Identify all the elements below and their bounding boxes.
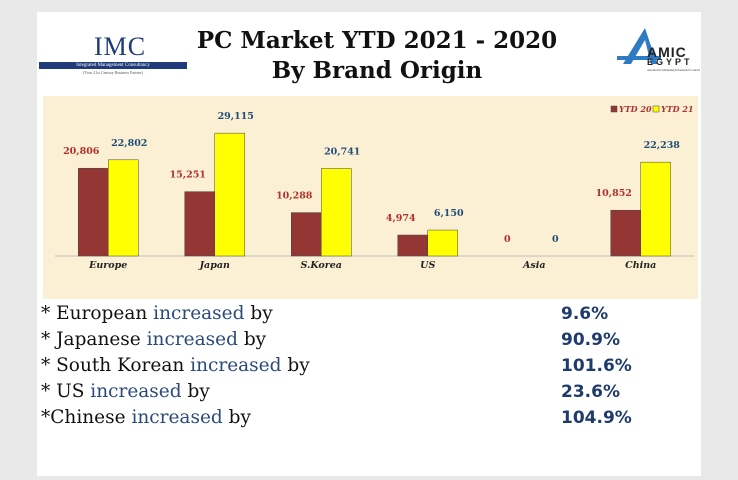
bar-ytd-21-us — [427, 229, 458, 257]
chart-panel: 20,806 22,802 Europe 15,251 29,115 Japan 10,28… — [43, 96, 698, 299]
stat-value: 9.6% — [561, 304, 609, 324]
stat-suffix: by — [181, 381, 210, 402]
amic-triangle-icon — [617, 28, 661, 64]
stat-prefix: * US — [41, 381, 91, 402]
data-label: 20,741 — [324, 146, 360, 157]
data-label: 29,115 — [218, 111, 254, 122]
stat-prefix: * South Korean — [41, 355, 191, 376]
stat-row: * US increased by 23.6% — [41, 379, 681, 405]
stat-row: * South Korean increased by 101.6% — [41, 353, 681, 379]
stat-prefix: * Japanese — [41, 329, 147, 350]
x-tick-label: US — [420, 260, 435, 271]
data-label: 0 — [552, 234, 559, 245]
bar-chart: 20,806 22,802 Europe 15,251 29,115 Japan 10,28… — [55, 104, 694, 271]
x-tick-label: Japan — [198, 260, 230, 271]
stat-suffix: by — [244, 303, 273, 324]
stat-label: * South Korean increased by — [41, 353, 310, 379]
data-label: 4,974 — [386, 213, 416, 224]
stat-suffix: by — [222, 407, 251, 428]
bar-ytd-20-skorea — [291, 212, 322, 257]
x-tick-label: S.Korea — [301, 260, 342, 271]
stat-value: 23.6% — [561, 382, 620, 402]
bar-ytd-20-europe — [78, 167, 109, 257]
stat-suffix: by — [237, 329, 267, 350]
stat-keyword: increased — [90, 381, 182, 402]
amic-logo: AMIC EGYPT Automotive Marketing Informat… — [617, 24, 703, 86]
imc-logo-name: IMC — [94, 32, 147, 61]
legend-swatch — [652, 105, 660, 113]
stat-value: 104.9% — [561, 408, 632, 428]
slide-title: PC Market YTD 2021 - 2020 By Brand Origi… — [187, 26, 567, 86]
slide: IMC Integrated Management Consultancy (Y… — [37, 12, 701, 476]
stat-value: 90.9% — [561, 330, 620, 350]
bar-ytd-20-japan — [184, 191, 215, 257]
stat-keyword: increased — [146, 329, 238, 350]
stat-label: * US increased by — [41, 379, 210, 405]
stat-row: * Japanese increased by 90.9% — [41, 327, 681, 353]
title-line-2: By Brand Origin — [271, 57, 483, 84]
stat-label: * Japanese increased by — [41, 327, 266, 353]
data-label: 22,238 — [644, 140, 681, 151]
legend-label: YTD 21 — [661, 104, 694, 114]
data-label: 22,802 — [111, 138, 147, 149]
stat-label: * European increased by — [41, 301, 273, 327]
amic-logo-country: EGYPT — [647, 57, 693, 67]
stats-list: * European increased by 9.6% * Japanese in… — [41, 301, 681, 431]
legend-label: YTD 20 — [619, 104, 652, 114]
data-label: 15,251 — [170, 170, 206, 181]
stat-keyword: increased — [153, 303, 245, 324]
stat-row: * European increased by 9.6% — [41, 301, 681, 327]
stat-prefix: * European — [41, 303, 154, 324]
bar-ytd-21-japan — [214, 132, 245, 257]
bar-ytd-21-europe — [108, 159, 139, 257]
stat-prefix: *Chinese — [41, 407, 132, 428]
stat-suffix: by — [281, 355, 310, 376]
data-label: 6,150 — [434, 208, 464, 219]
bar-ytd-20-china — [610, 209, 641, 257]
title-line-1: PC Market YTD 2021 - 2020 — [196, 27, 558, 54]
imc-logo-subtagline: (Your 21st Century Business Partner) — [83, 70, 143, 75]
bar-ytd-20-us — [397, 234, 428, 257]
x-tick-label: China — [625, 260, 656, 271]
stat-row: *Chinese increased by 104.9% — [41, 405, 681, 431]
imc-logo-tagline: Integrated Management Consultancy — [39, 62, 187, 69]
legend-swatch — [610, 105, 618, 113]
data-label: 20,806 — [63, 146, 100, 157]
amic-logo-name: AMIC — [647, 44, 687, 60]
bar-ytd-21-skorea — [321, 168, 352, 257]
data-label: 0 — [504, 234, 511, 245]
data-label: 10,852 — [596, 188, 632, 199]
bar-ytd-21-china — [640, 161, 671, 257]
amic-logo-subtitle: Automotive Marketing Information Council — [647, 68, 700, 72]
imc-logo: IMC Integrated Management Consultancy (Y… — [39, 32, 187, 82]
stat-value: 101.6% — [561, 356, 632, 376]
stat-keyword: increased — [131, 407, 223, 428]
stat-keyword: increased — [190, 355, 282, 376]
x-tick-label: Asia — [522, 260, 545, 271]
data-label: 10,288 — [276, 191, 313, 202]
x-tick-label: Europe — [88, 260, 127, 271]
stat-label: *Chinese increased by — [41, 405, 251, 431]
